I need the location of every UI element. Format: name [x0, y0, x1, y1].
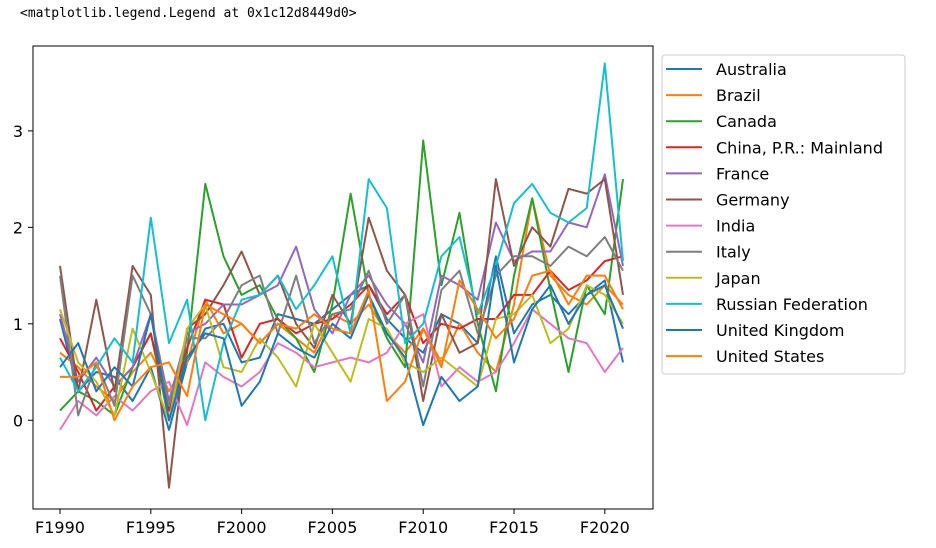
- legend-entry: Canada: [666, 112, 777, 131]
- x-tick-label: F2005: [307, 518, 357, 537]
- legend-entry: France: [666, 164, 769, 183]
- legend-label: Australia: [716, 60, 787, 79]
- legend-label: Japan: [715, 269, 761, 288]
- y-tick-label: 2: [13, 218, 23, 237]
- series-line-8: [59, 284, 624, 422]
- legend-label: United States: [716, 347, 824, 366]
- y-tick-label: 0: [13, 411, 23, 430]
- legend-entry: Italy: [666, 243, 751, 262]
- series-line-6: [59, 308, 624, 431]
- legend-entry: Australia: [666, 60, 787, 79]
- plot-lines: [59, 62, 624, 489]
- x-tick-label: F1990: [35, 518, 85, 537]
- legend-entry: Russian Federation: [666, 295, 868, 314]
- legend-label: Russian Federation: [716, 295, 868, 314]
- series-line-11: [60, 269, 624, 422]
- legend-label: Brazil: [716, 86, 761, 105]
- legend-entries: Australia Brazil Canada China, P.R.: Mainla…: [666, 60, 883, 366]
- legend-label: Italy: [716, 243, 751, 262]
- x-tick-label: F1995: [126, 518, 176, 537]
- x-tick-label: F2000: [217, 518, 267, 537]
- legend-entry: United Kingdom: [666, 321, 844, 340]
- legend-label: Canada: [716, 112, 777, 131]
- series-line-9: [59, 62, 624, 422]
- legend-entry: India: [666, 217, 755, 236]
- y-tick-label: 1: [13, 315, 23, 334]
- legend: Australia Brazil Canada China, P.R.: Mainla…: [661, 54, 906, 375]
- axes-frame: [32, 45, 654, 510]
- legend-entry: China, P.R.: Mainland: [666, 138, 883, 157]
- legend-frame: [661, 54, 906, 375]
- x-tick-label: F2010: [398, 518, 448, 537]
- series-line-1: [59, 197, 624, 402]
- y-axis: 0 1 2 3: [13, 122, 33, 430]
- x-axis: F1990 F1995 F2000 F2005 F2010 F2015 F2020: [35, 509, 630, 537]
- legend-label: China, P.R.: Mainland: [716, 138, 883, 157]
- legend-label: India: [716, 217, 755, 236]
- x-tick-label: F2020: [580, 518, 630, 537]
- legend-label: France: [716, 164, 769, 183]
- legend-entry: United States: [666, 347, 824, 366]
- legend-entry: Brazil: [666, 86, 761, 105]
- legend-label: Germany: [716, 191, 790, 210]
- x-tick-label: F2015: [489, 518, 539, 537]
- legend-entry: Japan: [666, 269, 761, 288]
- legend-label: United Kingdom: [716, 321, 844, 340]
- output-repr-text: <matplotlib.legend.Legend at 0x1c12d8449…: [20, 6, 357, 21]
- y-tick-label: 3: [13, 122, 23, 141]
- legend-entry: Germany: [666, 191, 790, 210]
